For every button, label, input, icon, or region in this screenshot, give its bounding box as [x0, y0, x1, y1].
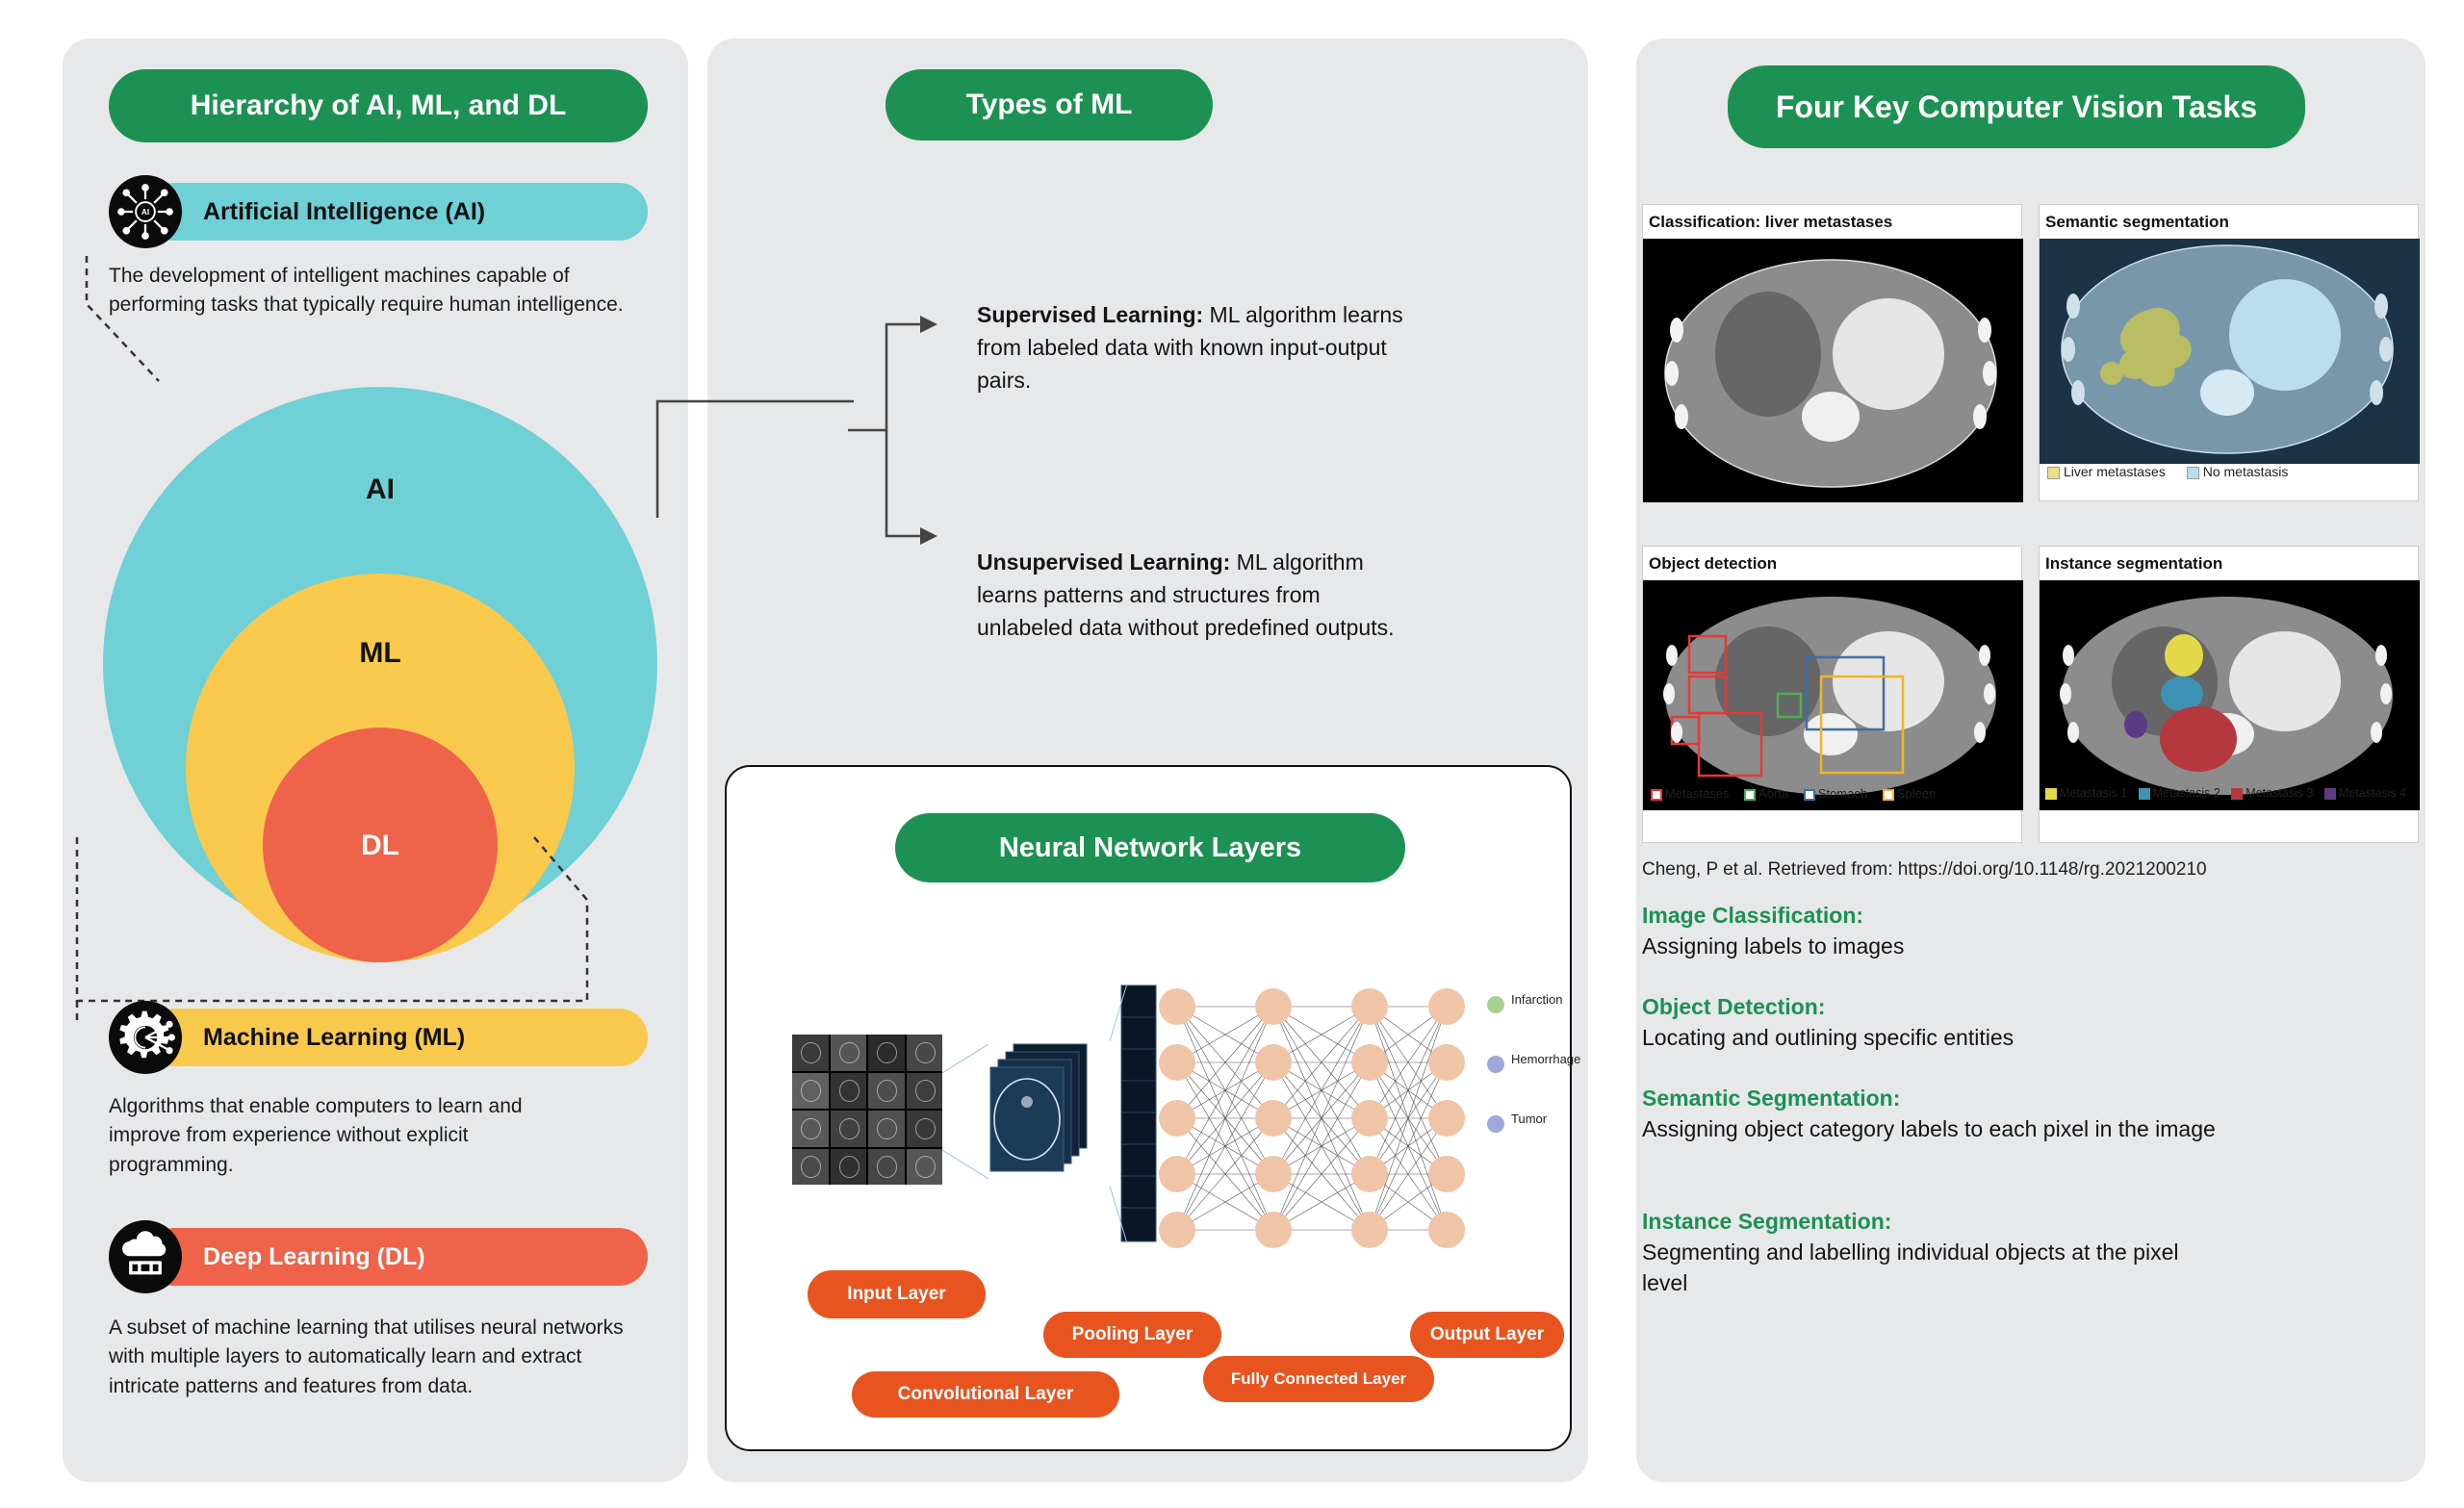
svg-text:ML: ML — [359, 637, 400, 669]
svg-text:AI: AI — [366, 473, 395, 505]
svg-text:AI: AI — [141, 207, 149, 217]
